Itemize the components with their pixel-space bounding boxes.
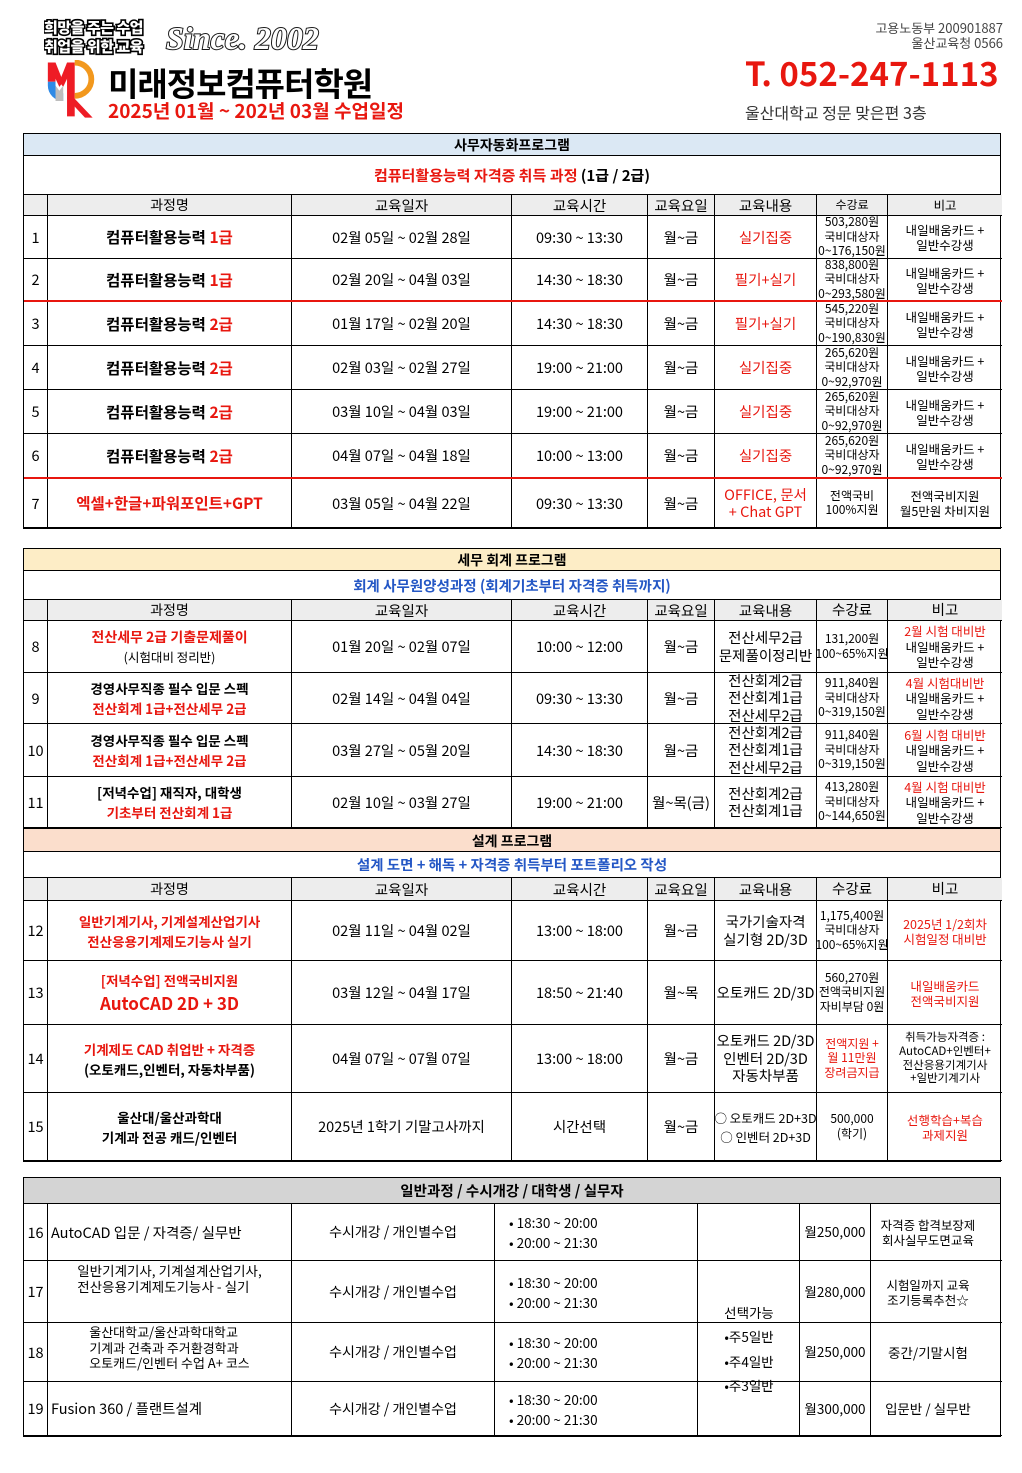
svg-text:취업을 위한 교육: 취업을 위한 교육 xyxy=(44,36,144,57)
svg-text:희망을 주는 수업: 희망을 주는 수업 xyxy=(44,17,143,38)
svg-text:Since. 2002: Since. 2002 xyxy=(166,20,319,56)
